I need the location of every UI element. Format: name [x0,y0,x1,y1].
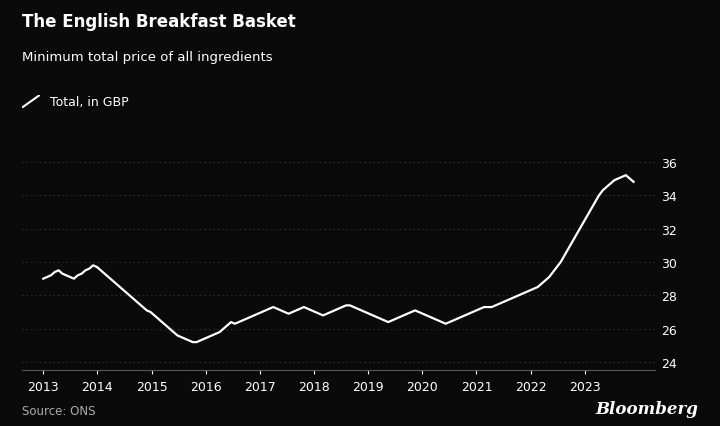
Text: Minimum total price of all ingredients: Minimum total price of all ingredients [22,51,272,64]
Text: Source: ONS: Source: ONS [22,405,95,417]
Text: Bloomberg: Bloomberg [595,400,698,417]
Text: Total, in GBP: Total, in GBP [50,96,129,109]
Text: The English Breakfast Basket: The English Breakfast Basket [22,13,295,31]
